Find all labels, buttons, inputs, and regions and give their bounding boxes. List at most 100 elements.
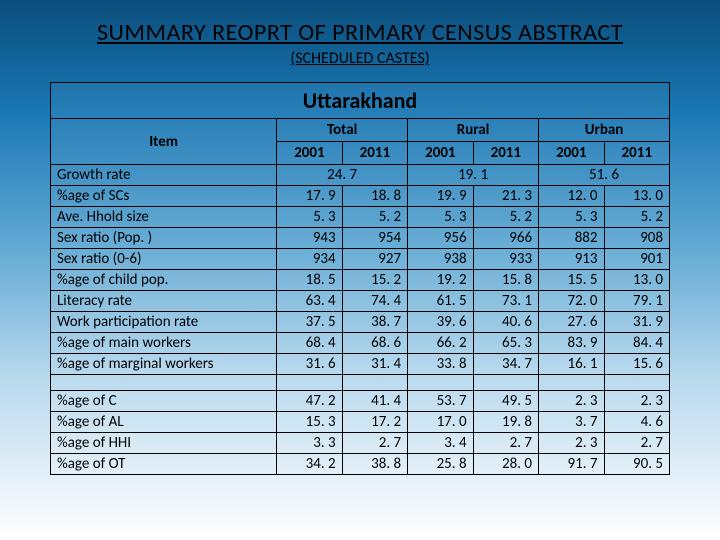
cell: 5. 3 xyxy=(408,207,473,228)
table-row: Growth rate 24. 7 19. 1 51. 6 xyxy=(51,165,670,186)
table-row: %age of OT34. 238. 825. 828. 091. 790. 5 xyxy=(51,454,670,475)
cell: 5. 2 xyxy=(473,207,538,228)
row-label: %age of HHI xyxy=(51,433,277,454)
cell: 954 xyxy=(342,228,407,249)
row-label: Growth rate xyxy=(51,165,277,186)
cell: 956 xyxy=(408,228,473,249)
group-rural: Rural xyxy=(408,119,539,142)
cell: 68. 6 xyxy=(342,333,407,354)
cell: 933 xyxy=(473,249,538,270)
cell: 938 xyxy=(408,249,473,270)
row-label: Work participation rate xyxy=(51,312,277,333)
cell: 5. 3 xyxy=(277,207,342,228)
year-header: 2011 xyxy=(473,142,538,165)
cell: 12. 0 xyxy=(539,186,604,207)
cell: 31. 6 xyxy=(277,354,342,375)
table-row: Sex ratio (Pop. )943954956966882908 xyxy=(51,228,670,249)
cell: 5. 2 xyxy=(342,207,407,228)
cell: 13. 0 xyxy=(604,186,669,207)
cell: 91. 7 xyxy=(539,454,604,475)
cell: 15. 5 xyxy=(539,270,604,291)
cell: 51. 6 xyxy=(539,165,670,186)
cell: 68. 4 xyxy=(277,333,342,354)
cell: 913 xyxy=(539,249,604,270)
cell: 17. 9 xyxy=(277,186,342,207)
cell: 39. 6 xyxy=(408,312,473,333)
cell: 90. 5 xyxy=(604,454,669,475)
row-label: Literacy rate xyxy=(51,291,277,312)
cell: 65. 3 xyxy=(473,333,538,354)
row-label: %age of SCs xyxy=(51,186,277,207)
cell: 882 xyxy=(539,228,604,249)
table-row: %age of SCs17. 918. 819. 921. 312. 013. … xyxy=(51,186,670,207)
census-table: Uttarakhand Item Total Rural Urban 2001 … xyxy=(50,82,670,475)
cell: 15. 8 xyxy=(473,270,538,291)
cell: 5. 3 xyxy=(539,207,604,228)
row-label: %age of AL xyxy=(51,412,277,433)
cell: 28. 0 xyxy=(473,454,538,475)
page-title: SUMMARY REOPRT OF PRIMARY CENSUS ABSTRAC… xyxy=(50,18,670,47)
cell: 17. 2 xyxy=(342,412,407,433)
cell: 27. 6 xyxy=(539,312,604,333)
cell: 19. 2 xyxy=(408,270,473,291)
table-row: %age of C47. 241. 453. 749. 52. 32. 3 xyxy=(51,391,670,412)
table-row: %age of marginal workers31. 631. 433. 83… xyxy=(51,354,670,375)
spacer-row xyxy=(51,375,670,391)
cell: 53. 7 xyxy=(408,391,473,412)
cell: 25. 8 xyxy=(408,454,473,475)
table-row: %age of HHI3. 32. 73. 42. 72. 32. 7 xyxy=(51,433,670,454)
cell: 31. 4 xyxy=(342,354,407,375)
cell: 21. 3 xyxy=(473,186,538,207)
cell: 33. 8 xyxy=(408,354,473,375)
cell: 41. 4 xyxy=(342,391,407,412)
cell: 18. 5 xyxy=(277,270,342,291)
cell: 24. 7 xyxy=(277,165,408,186)
cell: 17. 0 xyxy=(408,412,473,433)
cell: 19. 9 xyxy=(408,186,473,207)
cell: 13. 0 xyxy=(604,270,669,291)
row-label: Sex ratio (0-6) xyxy=(51,249,277,270)
row-label: Sex ratio (Pop. ) xyxy=(51,228,277,249)
year-header: 2011 xyxy=(342,142,407,165)
page-subtitle: (SCHEDULED CASTES) xyxy=(50,49,670,68)
table-row: %age of AL15. 317. 217. 019. 83. 74. 6 xyxy=(51,412,670,433)
cell: 66. 2 xyxy=(408,333,473,354)
cell: 2. 3 xyxy=(604,391,669,412)
row-label: %age of marginal workers xyxy=(51,354,277,375)
row-label: %age of OT xyxy=(51,454,277,475)
cell: 2. 3 xyxy=(539,391,604,412)
row-label: %age of child pop. xyxy=(51,270,277,291)
cell: 901 xyxy=(604,249,669,270)
table-row: %age of child pop.18. 515. 219. 215. 815… xyxy=(51,270,670,291)
cell: 79. 1 xyxy=(604,291,669,312)
cell: 4. 6 xyxy=(604,412,669,433)
cell: 966 xyxy=(473,228,538,249)
cell: 2. 7 xyxy=(604,433,669,454)
table-row: Literacy rate63. 474. 461. 573. 172. 079… xyxy=(51,291,670,312)
cell: 72. 0 xyxy=(539,291,604,312)
cell: 74. 4 xyxy=(342,291,407,312)
cell: 19. 8 xyxy=(473,412,538,433)
cell: 908 xyxy=(604,228,669,249)
row-label: %age of C xyxy=(51,391,277,412)
cell: 927 xyxy=(342,249,407,270)
cell: 3. 4 xyxy=(408,433,473,454)
group-total: Total xyxy=(277,119,408,142)
cell: 84. 4 xyxy=(604,333,669,354)
cell: 49. 5 xyxy=(473,391,538,412)
cell: 2. 7 xyxy=(342,433,407,454)
cell: 40. 6 xyxy=(473,312,538,333)
cell: 34. 2 xyxy=(277,454,342,475)
cell: 83. 9 xyxy=(539,333,604,354)
cell: 943 xyxy=(277,228,342,249)
cell: 16. 1 xyxy=(539,354,604,375)
cell: 34. 7 xyxy=(473,354,538,375)
group-urban: Urban xyxy=(539,119,670,142)
cell: 37. 5 xyxy=(277,312,342,333)
cell: 3. 7 xyxy=(539,412,604,433)
cell: 2. 3 xyxy=(539,433,604,454)
row-label: %age of main workers xyxy=(51,333,277,354)
cell: 38. 7 xyxy=(342,312,407,333)
row-label: Ave. Hhold size xyxy=(51,207,277,228)
table-row: %age of main workers68. 468. 666. 265. 3… xyxy=(51,333,670,354)
